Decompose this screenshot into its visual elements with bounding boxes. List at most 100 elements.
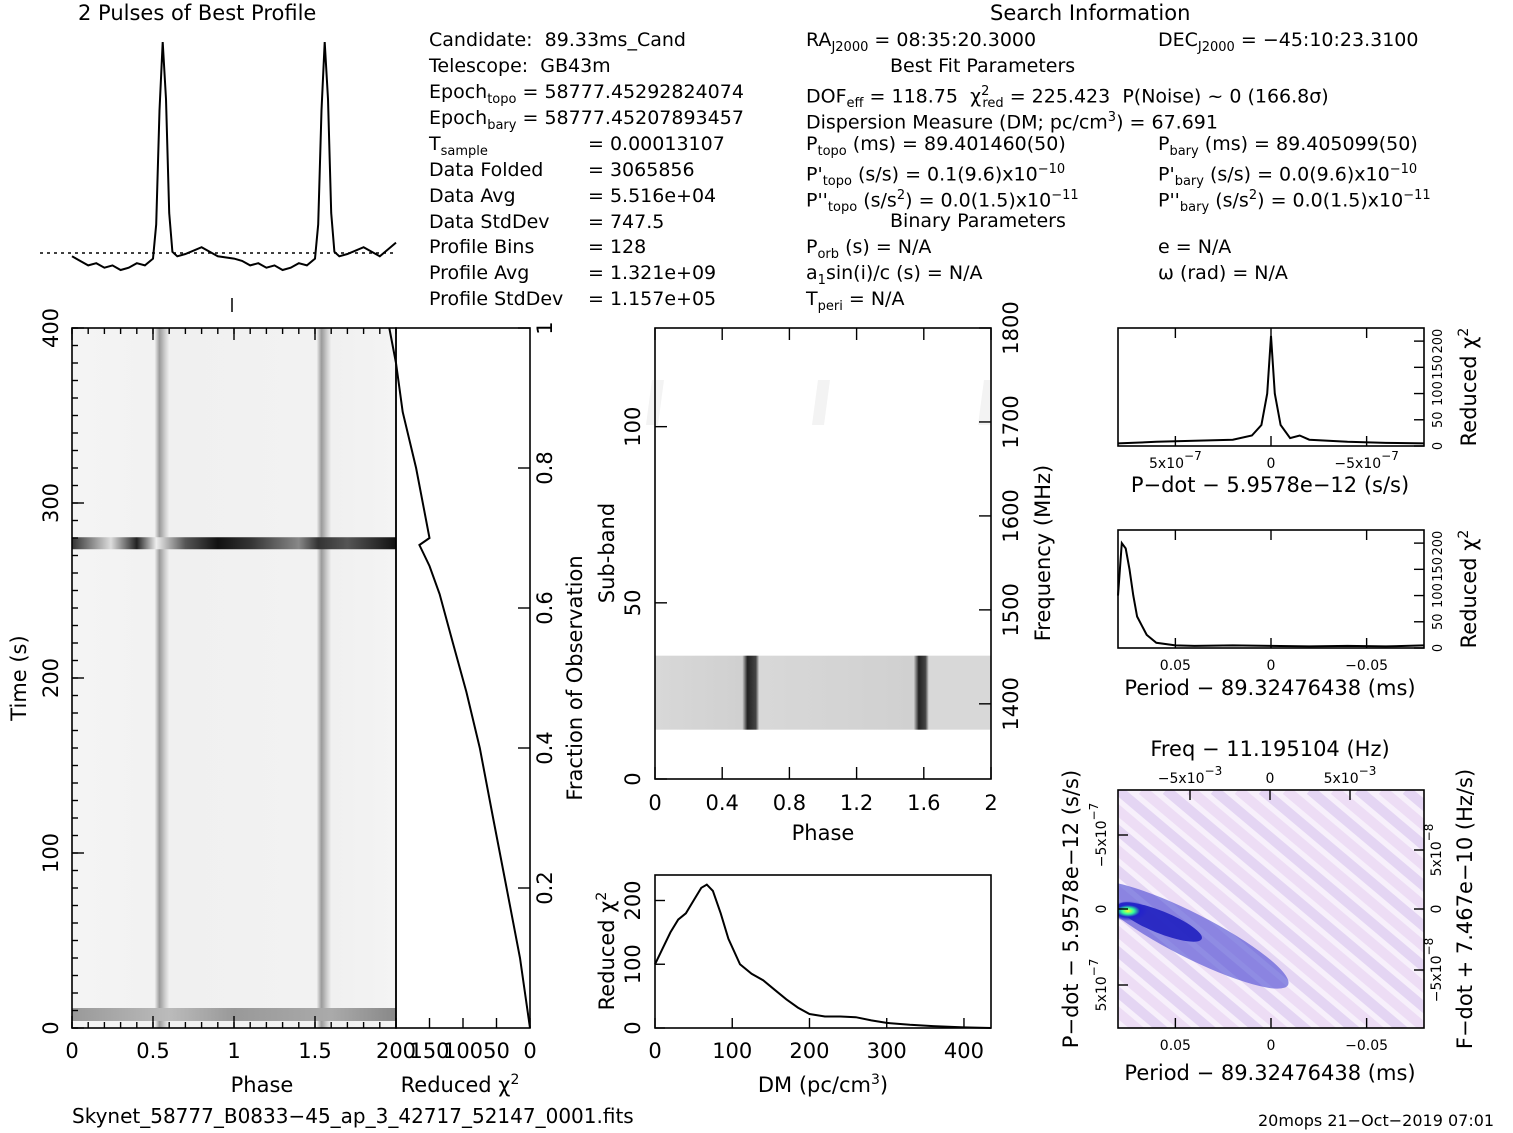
subband-ytick-label: 100 bbox=[621, 407, 645, 447]
info-telescope: Telescope: GB43m bbox=[429, 55, 611, 77]
subband-ghost-2 bbox=[812, 380, 830, 425]
chi-time-ytick-label: 0.4 bbox=[533, 731, 557, 764]
pdot-ylabel: Reduced χ2 bbox=[1456, 328, 1481, 447]
dm-ytick-label: 0 bbox=[621, 1021, 645, 1034]
best-fit-title: Best Fit Parameters bbox=[890, 55, 1076, 77]
map-stripe bbox=[1330, 790, 1424, 873]
period-xtick-label: 0 bbox=[1267, 658, 1276, 674]
info-ra: RAJ2000 = 08:35:20.3000 bbox=[806, 29, 1036, 59]
info-value: = 58777.45292824074 bbox=[522, 81, 744, 103]
info-pbary: Pbary (ms) = 89.405099(50) bbox=[1158, 133, 1418, 163]
subband-band bbox=[655, 655, 991, 730]
info-label: P'' bbox=[806, 189, 828, 212]
info-sub: topo bbox=[822, 174, 852, 190]
map-xtick-label: −0.05 bbox=[1345, 1038, 1388, 1054]
info-label: DEC bbox=[1158, 29, 1198, 51]
map-stripe bbox=[1162, 790, 1424, 1014]
info-epoch-topo: Epochtopo = 58777.45292824074 bbox=[429, 81, 744, 111]
info-asini: a1sin(i)/c (s) = N/A bbox=[806, 262, 982, 292]
info-dm: Dispersion Measure (DM; pc/cm3) = 67.691 bbox=[806, 107, 1218, 133]
info-epoch-bary: Epochbary = 58777.45207893457 bbox=[429, 107, 744, 137]
info-sup: 2 bbox=[981, 84, 990, 99]
map-ytick-label: −5x10−7 bbox=[1087, 803, 1110, 867]
subband-xtick-label: 1.6 bbox=[907, 791, 940, 815]
map-stripe bbox=[1306, 790, 1424, 893]
info-data-stddev: Data StdDev bbox=[429, 211, 550, 233]
dm-xlabel-sup: 3 bbox=[871, 1072, 880, 1088]
pdot-ytick-label: 100 bbox=[1431, 381, 1446, 406]
info-value: (s) = N/A bbox=[845, 236, 932, 258]
map-ylabel: P−dot − 5.9578e−12 (s/s) bbox=[1059, 770, 1083, 1048]
info-pddot-bary: P''bary (s/s2) = 0.0(1.5)x10−11 bbox=[1158, 185, 1431, 219]
info-sup: 2 bbox=[1248, 188, 1258, 203]
info-label: a bbox=[806, 262, 818, 284]
info-sub: eff bbox=[846, 96, 864, 112]
map-xtick-label: 0 bbox=[1267, 1038, 1276, 1054]
info-sub: bary bbox=[1169, 143, 1199, 159]
info-label: T bbox=[429, 133, 441, 155]
info-sub: topo bbox=[817, 143, 847, 159]
map-top-tick-label: 0 bbox=[1266, 771, 1275, 787]
dm-ytick-label: 100 bbox=[621, 944, 645, 984]
time-phase-ytick-label: 200 bbox=[39, 658, 63, 698]
chi-time-xtick-label: 0 bbox=[523, 1039, 536, 1063]
info-data-folded: Data Folded bbox=[429, 159, 544, 181]
pdot-ytick-label: 200 bbox=[1431, 329, 1446, 354]
info-tperi: Tperi = N/A bbox=[806, 288, 904, 318]
pdot-ytick-label: 50 bbox=[1431, 412, 1446, 429]
info-label: Epoch bbox=[429, 107, 488, 129]
info-sub: J2000 bbox=[831, 39, 869, 55]
info-sup: 2 bbox=[896, 188, 906, 203]
info-sup: −11 bbox=[1403, 188, 1431, 203]
time-phase-xtick-label: 1.5 bbox=[298, 1039, 331, 1063]
dm-ticks: 0 100 200 300 400 0 100 200 bbox=[621, 880, 984, 1063]
subband-y2tick-label: 1500 bbox=[999, 583, 1023, 636]
info-omega: ω (rad) = N/A bbox=[1158, 262, 1288, 284]
info-sub: J2000 bbox=[1197, 39, 1235, 55]
dm-xtick-label: 200 bbox=[789, 1039, 829, 1063]
period-ytick-label: 100 bbox=[1431, 583, 1446, 608]
pdot-ylabel-text: Reduced χ bbox=[1457, 337, 1481, 447]
info-sup: −10 bbox=[1389, 162, 1418, 177]
dm-ylabel: Reduced χ2 bbox=[594, 892, 619, 1011]
map-ytick-label-exp: −7 bbox=[1087, 803, 1101, 821]
map-stripe bbox=[1118, 985, 1169, 1028]
info-value: (s/s) = 0.1(9.6)x10 bbox=[858, 163, 1038, 186]
map-stripe bbox=[1186, 790, 1424, 994]
map-y2tick-label-exp: −8 bbox=[1422, 938, 1436, 956]
dm-curve bbox=[654, 883, 992, 1029]
info-sub: 1 bbox=[817, 272, 826, 288]
chi-time-ytick-label: 0.6 bbox=[533, 591, 557, 624]
info-label: Candidate: bbox=[429, 29, 533, 51]
time-phase-ytick-label: 400 bbox=[39, 308, 63, 348]
info-sub: red bbox=[982, 96, 1004, 112]
map-stripe bbox=[1118, 924, 1241, 1028]
profile-title: 2 Pulses of Best Profile bbox=[78, 1, 317, 25]
info-label: T bbox=[806, 288, 818, 310]
info-porb: Porb (s) = N/A bbox=[806, 236, 931, 266]
subband-y2label: Frequency (MHz) bbox=[1031, 465, 1055, 641]
map-stripe bbox=[1502, 790, 1513, 1068]
map-y2label: F−dot + 7.467e−10 (Hz/s) bbox=[1453, 769, 1477, 1049]
period-ylabel: Reduced χ2 bbox=[1456, 530, 1481, 649]
chi-time-xtick-label: 200 bbox=[376, 1039, 416, 1063]
subband-y2tick-label: 1700 bbox=[999, 395, 1023, 448]
period-ylabel-sup: 2 bbox=[1456, 530, 1472, 539]
info-label: Dispersion Measure (DM; pc/cm bbox=[806, 111, 1108, 134]
map-y2tick-label: 0 bbox=[1429, 905, 1445, 914]
chi-time-ylabel: Fraction of Observation bbox=[563, 555, 587, 800]
info-sub: bary bbox=[1174, 174, 1204, 190]
subband-xtick-label: 2 bbox=[984, 791, 997, 815]
info-value: GB43m bbox=[540, 55, 611, 77]
info-label: P' bbox=[1158, 163, 1175, 186]
chi-time-ytick-label: 1 bbox=[533, 321, 557, 334]
info-data-avg: Data Avg bbox=[429, 185, 516, 207]
map-stripe bbox=[1118, 1026, 1121, 1028]
info-label: P bbox=[806, 133, 818, 155]
period-xtick-label: 0.05 bbox=[1160, 658, 1191, 674]
map-stripe bbox=[1118, 1005, 1145, 1028]
dm-xtick-label: 100 bbox=[712, 1039, 752, 1063]
info-value: (s/s bbox=[1215, 189, 1249, 212]
